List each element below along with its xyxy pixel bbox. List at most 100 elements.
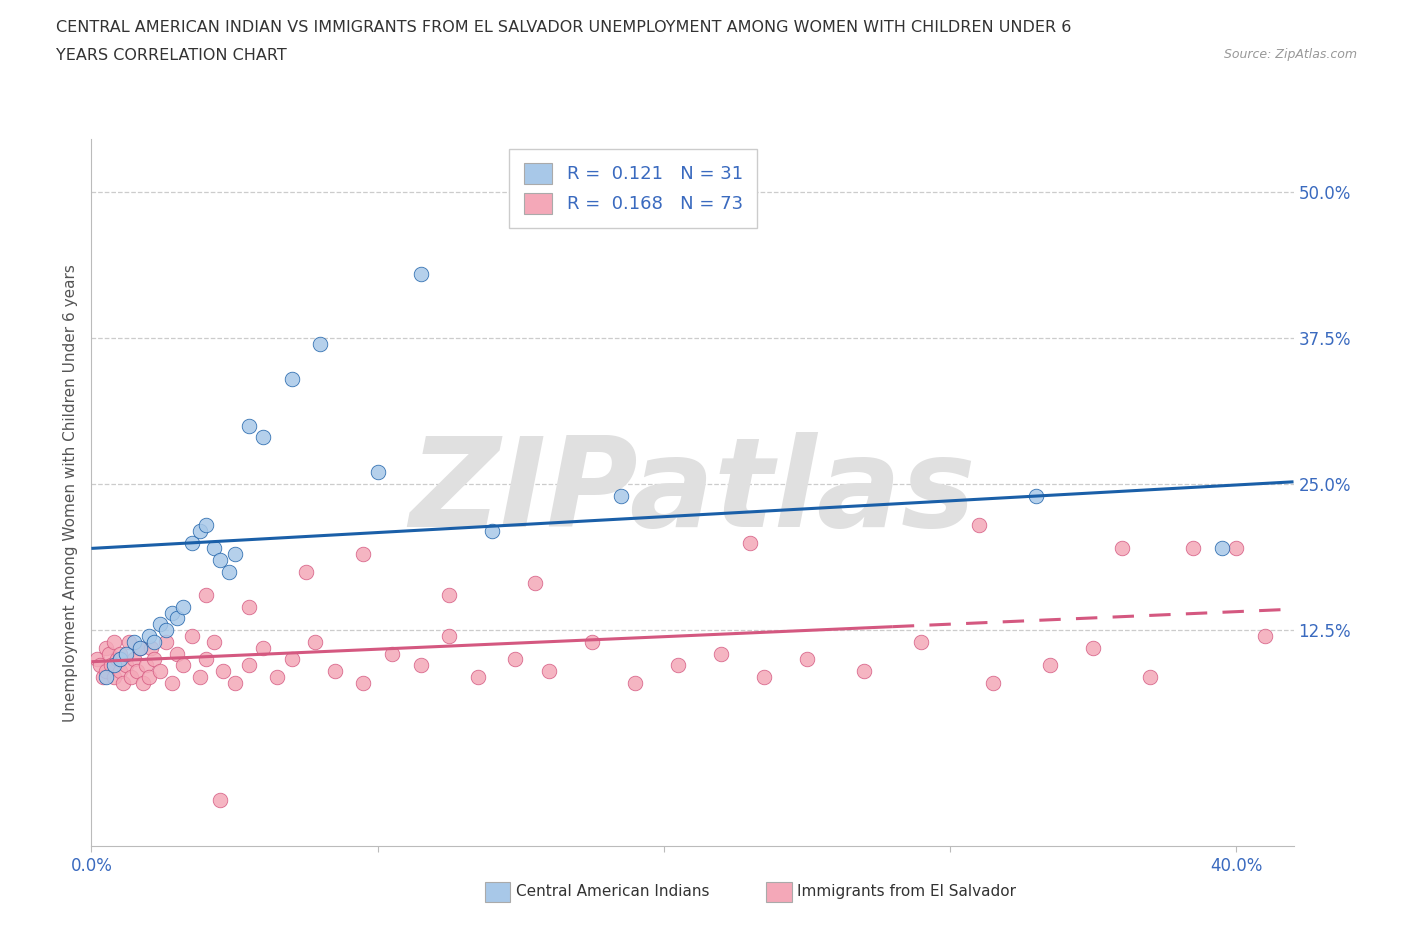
- Point: [304, 634, 326, 649]
- Point: [967, 518, 990, 533]
- Point: [141, 640, 163, 655]
- Legend: R =  0.121   N = 31, R =  0.168   N = 73: R = 0.121 N = 31, R = 0.168 N = 73: [509, 149, 758, 228]
- Point: [108, 652, 131, 667]
- Point: [752, 670, 775, 684]
- Text: CENTRAL AMERICAN INDIAN VS IMMIGRANTS FROM EL SALVADOR UNEMPLOYMENT AMONG WOMEN : CENTRAL AMERICAN INDIAN VS IMMIGRANTS FR…: [56, 20, 1071, 35]
- Y-axis label: Unemployment Among Women with Children Under 6 years: Unemployment Among Women with Children U…: [62, 264, 77, 722]
- Point: [352, 547, 374, 562]
- Point: [1111, 541, 1133, 556]
- Point: [160, 605, 183, 620]
- Point: [853, 664, 876, 679]
- Point: [103, 658, 125, 672]
- Point: [89, 658, 111, 672]
- Point: [129, 640, 152, 655]
- Point: [188, 670, 211, 684]
- Point: [180, 629, 202, 644]
- Point: [143, 652, 166, 667]
- Point: [155, 634, 177, 649]
- Point: [105, 652, 128, 667]
- Point: [437, 629, 460, 644]
- Point: [166, 611, 188, 626]
- Point: [94, 664, 117, 679]
- Point: [323, 664, 346, 679]
- Point: [238, 599, 260, 614]
- Point: [467, 670, 489, 684]
- Point: [1211, 541, 1233, 556]
- Point: [108, 664, 131, 679]
- Point: [138, 629, 160, 644]
- Point: [132, 675, 155, 690]
- Point: [1254, 629, 1277, 644]
- Point: [409, 658, 432, 672]
- Point: [910, 634, 932, 649]
- Point: [160, 675, 183, 690]
- Point: [155, 623, 177, 638]
- Point: [124, 652, 146, 667]
- Point: [381, 646, 404, 661]
- Point: [266, 670, 288, 684]
- Point: [194, 652, 217, 667]
- Point: [238, 418, 260, 433]
- Point: [111, 675, 134, 690]
- Point: [86, 652, 108, 667]
- Point: [738, 535, 761, 550]
- Point: [252, 430, 274, 445]
- Point: [149, 617, 172, 631]
- Point: [204, 541, 226, 556]
- Point: [143, 634, 166, 649]
- Point: [114, 646, 136, 661]
- Point: [309, 337, 332, 352]
- Point: [91, 670, 114, 684]
- Point: [581, 634, 603, 649]
- Point: [100, 658, 122, 672]
- Point: [172, 599, 194, 614]
- Point: [503, 652, 526, 667]
- Point: [194, 588, 217, 603]
- Point: [224, 675, 246, 690]
- Point: [409, 266, 432, 281]
- Point: [1081, 640, 1104, 655]
- Point: [121, 670, 143, 684]
- Point: [209, 792, 232, 807]
- Point: [295, 565, 318, 579]
- Point: [796, 652, 818, 667]
- Point: [127, 664, 149, 679]
- Point: [538, 664, 561, 679]
- Point: [194, 518, 217, 533]
- Point: [1139, 670, 1161, 684]
- Text: ZIPatlas: ZIPatlas: [409, 432, 976, 553]
- Point: [204, 634, 226, 649]
- Point: [94, 670, 117, 684]
- Point: [212, 664, 235, 679]
- Point: [129, 640, 152, 655]
- Point: [252, 640, 274, 655]
- Point: [238, 658, 260, 672]
- Point: [135, 658, 157, 672]
- Point: [103, 670, 125, 684]
- Point: [1225, 541, 1247, 556]
- Point: [172, 658, 194, 672]
- Point: [138, 670, 160, 684]
- Point: [710, 181, 733, 196]
- Point: [981, 675, 1004, 690]
- Text: YEARS CORRELATION CHART: YEARS CORRELATION CHART: [56, 48, 287, 63]
- Point: [1182, 541, 1205, 556]
- Point: [437, 588, 460, 603]
- Point: [124, 634, 146, 649]
- Point: [149, 664, 172, 679]
- Point: [103, 634, 125, 649]
- Point: [188, 524, 211, 538]
- Point: [209, 552, 232, 567]
- Point: [367, 465, 389, 480]
- Point: [610, 488, 633, 503]
- Point: [624, 675, 647, 690]
- Point: [666, 658, 689, 672]
- Point: [218, 565, 240, 579]
- Point: [281, 652, 304, 667]
- Point: [1025, 488, 1047, 503]
- Point: [710, 646, 733, 661]
- Text: Immigrants from El Salvador: Immigrants from El Salvador: [797, 884, 1017, 899]
- Point: [166, 646, 188, 661]
- Text: Central American Indians: Central American Indians: [516, 884, 710, 899]
- Point: [114, 658, 136, 672]
